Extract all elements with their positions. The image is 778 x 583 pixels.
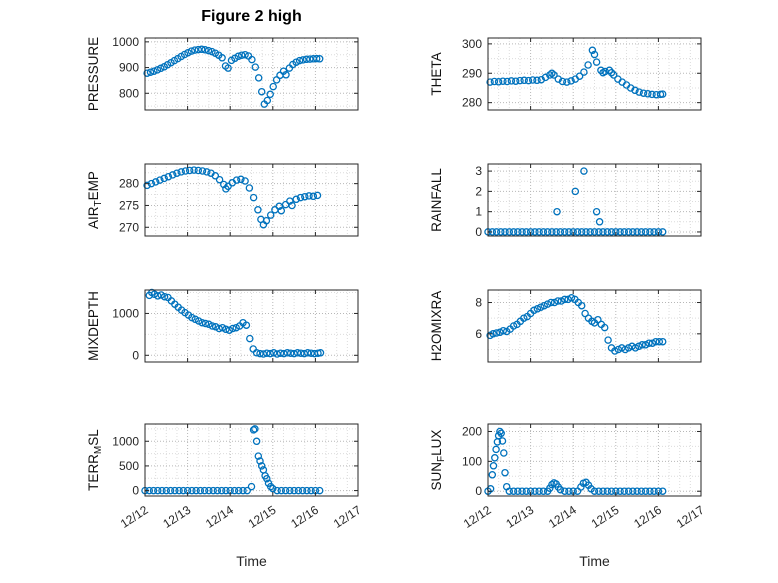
x-tick-label: 12/14 (546, 503, 579, 531)
grid-lines (488, 424, 701, 496)
axes-box (144, 163, 359, 237)
ylabel-pressure: PRESSURE (86, 37, 101, 111)
grid-lines (488, 164, 701, 236)
y-tick-label: 900 (119, 61, 139, 75)
subplot-theta: 280 290 300 THETA (429, 37, 702, 111)
subplot-pressure: 800 900 1000 PRESSURE (86, 35, 359, 111)
tick-labels: 68 (475, 296, 482, 341)
y-tick-label: 100 (462, 454, 482, 468)
subplot-sunflux: 12/12 12/13 12/14 12/15 12/16 12/17 0 100 200 SUN… (429, 423, 707, 531)
figure-title: Figure 2 high (201, 8, 302, 25)
x-tick-label: 12/13 (503, 503, 536, 531)
subplot-rainfall: 0 1 2 3 RAINFALL (429, 163, 702, 239)
data-points (484, 167, 667, 236)
data-points (145, 288, 325, 358)
x-tick-label: 12/16 (631, 503, 664, 531)
tick-labels: 270 275 280 (119, 177, 139, 235)
y-tick-label: 280 (119, 177, 139, 191)
ylabel-rainfall: RAINFALL (429, 168, 444, 232)
x-tick-label: 12/13 (160, 503, 193, 531)
x-tick-label: 12/15 (589, 503, 622, 531)
y-tick-label: 290 (462, 66, 482, 80)
grid-lines (488, 38, 701, 110)
data-points (143, 45, 324, 108)
axes-box (487, 163, 702, 237)
data-points (486, 46, 667, 99)
y-tick-label: 500 (119, 459, 139, 473)
tick-labels: 0 1000 (112, 306, 139, 362)
y-tick-label: 2 (475, 184, 482, 198)
grid-lines (145, 38, 358, 110)
tick-labels: 280 290 300 (462, 37, 482, 110)
x-tick-label: 12/15 (246, 503, 279, 531)
x-tick-label: 12/17 (674, 503, 707, 531)
ylabel-h2omixra: H2OMIXRA (429, 291, 444, 362)
data-points (486, 294, 667, 355)
xlabel-left: Time (236, 553, 267, 569)
axes-box (144, 37, 359, 111)
axes-box (487, 37, 702, 111)
x-tick-label: 12/16 (288, 503, 321, 531)
y-tick-label: 0 (132, 484, 139, 498)
subplot-airtemp: 270 275 280 AIRTEMP (86, 163, 359, 237)
y-tick-label: 200 (462, 424, 482, 438)
y-tick-label: 270 (119, 220, 139, 234)
grid-lines (145, 424, 358, 496)
tick-labels: 12/12 12/13 12/14 12/15 12/16 12/17 0 100 200 (461, 424, 707, 530)
y-tick-label: 1000 (112, 35, 139, 49)
y-tick-label: 275 (119, 198, 139, 212)
y-tick-label: 8 (475, 296, 482, 310)
y-tick-label: 1 (475, 205, 482, 219)
grid-lines (145, 164, 358, 236)
x-tick-label: 12/12 (461, 503, 494, 531)
y-tick-label: 3 (475, 164, 482, 178)
y-tick-label: 6 (475, 327, 482, 341)
axes-box (487, 423, 702, 497)
subplot-terrmsl: 12/12 12/13 12/14 12/15 12/16 12/17 0 500 1000 TE… (86, 423, 364, 531)
y-tick-label: 0 (475, 484, 482, 498)
data-points (484, 427, 667, 495)
axes-box (144, 289, 359, 363)
y-tick-label: 280 (462, 96, 482, 110)
tick-labels: 0 1 2 3 (475, 164, 482, 239)
y-tick-label: 300 (462, 37, 482, 51)
y-tick-label: 0 (475, 225, 482, 239)
ylabel-terrmsl: TERRMSL (86, 429, 104, 491)
ylabel-mixdepth: MIXDEPTH (86, 291, 101, 361)
x-tick-label: 12/14 (203, 503, 236, 531)
subplot-mixdepth: 0 1000 MIXDEPTH (86, 288, 359, 363)
axes-box (487, 289, 702, 363)
ylabel-sunflux: SUNFLUX (429, 430, 447, 491)
ylabel-theta: THETA (429, 52, 444, 95)
y-tick-label: 1000 (112, 434, 139, 448)
y-tick-label: 0 (132, 348, 139, 362)
axes-box (144, 423, 359, 497)
tick-labels: 800 900 1000 (112, 35, 139, 100)
data-points (143, 166, 322, 229)
x-tick-label: 12/12 (118, 503, 151, 531)
xlabel-right: Time (579, 553, 610, 569)
y-tick-label: 800 (119, 86, 139, 100)
x-tick-label: 12/17 (331, 503, 364, 531)
ylabel-airtemp: AIRTEMP (86, 171, 104, 229)
y-tick-label: 1000 (112, 306, 139, 320)
data-points (141, 425, 324, 495)
